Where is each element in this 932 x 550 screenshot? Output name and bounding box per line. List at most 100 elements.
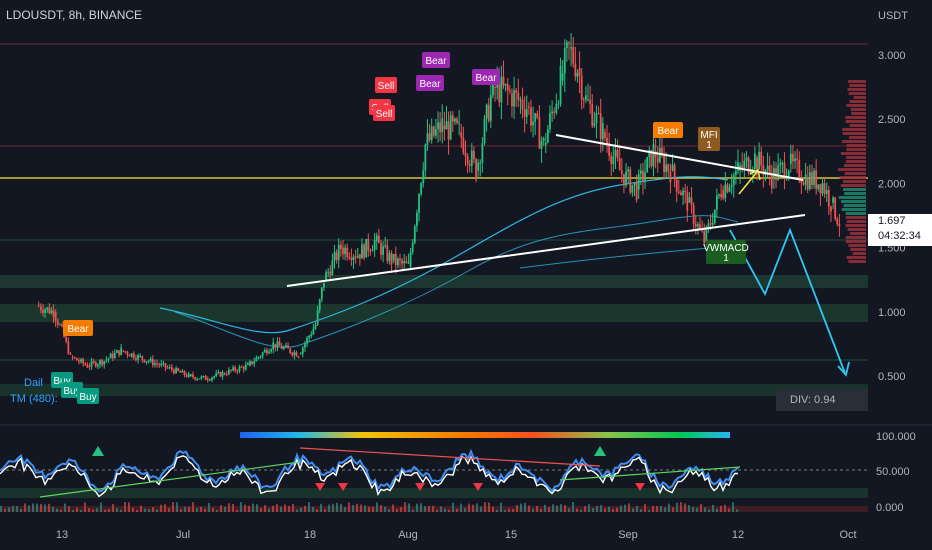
osc-volume-bar (320, 503, 322, 512)
candle-body (204, 376, 207, 381)
osc-buy-marker (92, 446, 104, 456)
candle-body (722, 189, 725, 199)
candle-body (781, 162, 784, 164)
osc-volume-bar (348, 502, 350, 512)
osc-volume-bar (552, 504, 554, 512)
osc-volume-bar (124, 502, 126, 512)
candle-body (407, 262, 410, 264)
osc-volume-bar (208, 502, 210, 512)
candle-body (485, 104, 488, 119)
candle-body (251, 361, 254, 364)
candle-body (730, 185, 733, 188)
candle-body (458, 122, 461, 124)
osc-volume-bar (704, 507, 706, 512)
candle-body (202, 376, 205, 378)
candle-body (225, 374, 228, 376)
volume-profile-bar (844, 172, 866, 175)
volume-profile-bar (850, 248, 866, 251)
osc-volume-bar (216, 509, 218, 512)
candle-body (680, 192, 682, 196)
candle-body (451, 115, 454, 122)
osc-volume-bar (544, 504, 546, 512)
candle-body (447, 121, 450, 140)
candle-body (470, 150, 473, 166)
osc-volume-bar (204, 508, 206, 512)
candle-body (154, 363, 156, 366)
osc-volume-bar (556, 505, 558, 512)
candle-body (94, 362, 97, 367)
candle-body (823, 183, 826, 194)
osc-volume-bar (128, 502, 130, 512)
candle-body (329, 271, 332, 276)
candle-body (705, 227, 708, 242)
candle-body (314, 324, 317, 329)
volume-profile-bar (846, 148, 866, 151)
candle-body (259, 356, 262, 358)
osc-volume-bar (468, 503, 470, 512)
osc-volume-bar (180, 508, 182, 512)
candle-body (363, 244, 365, 258)
osc-volume-bar (472, 504, 474, 512)
osc-volume-bar (400, 507, 402, 512)
osc-volume-bar (412, 509, 414, 512)
osc-volume-bar (528, 505, 530, 512)
osc-volume-bar (132, 507, 134, 512)
volume-profile-bar (848, 260, 866, 263)
candle-body (280, 345, 283, 349)
candle-body (557, 103, 560, 105)
candle-body (118, 350, 120, 355)
candle-body (346, 247, 349, 257)
osc-volume-bar (460, 503, 462, 512)
candle-body (762, 165, 765, 175)
osc-volume-bar (672, 507, 674, 512)
osc-volume-bar (512, 509, 514, 512)
candle-body (215, 373, 218, 377)
candle-body (162, 363, 165, 365)
candle-body (73, 357, 76, 359)
candle-body (75, 357, 78, 361)
osc-volume-bar (604, 508, 606, 512)
osc-sell-marker (338, 483, 348, 491)
candle-body (217, 372, 220, 374)
candle-body (546, 129, 549, 143)
candle-body (789, 153, 792, 165)
candle-body (559, 65, 562, 104)
candle-body (238, 366, 241, 372)
candle-body (409, 252, 412, 267)
candle-body (54, 311, 57, 321)
osc-volume-bar (356, 503, 358, 512)
candle-body (80, 359, 82, 362)
candle-body (67, 341, 70, 354)
candle-body (692, 205, 695, 225)
candle-body (534, 113, 537, 122)
candle-body (614, 149, 617, 157)
x-tick-label: Jul (176, 529, 190, 541)
candle-body (375, 235, 378, 242)
candle-body (821, 182, 824, 194)
signal-label-text: Bear (419, 79, 441, 90)
candle-body (71, 356, 74, 358)
candle-body (483, 118, 486, 144)
candle-body (690, 197, 693, 206)
candle-body (187, 373, 190, 377)
signal-label-box (77, 388, 99, 404)
candle-body (316, 310, 319, 325)
candle-body (711, 222, 714, 225)
osc-volume-bar (76, 507, 78, 512)
candle-body (189, 374, 192, 376)
osc-volume-bar (192, 502, 194, 512)
candle-body (709, 223, 712, 225)
osc-volume-bar (4, 508, 6, 512)
osc-volume-bar (436, 509, 438, 512)
candle-body (390, 253, 393, 265)
candle-body (418, 194, 420, 213)
candle-body (686, 191, 689, 212)
candle-body (285, 345, 287, 348)
candle-body (420, 183, 423, 195)
candle-body (597, 113, 600, 115)
price-zones (0, 43, 868, 396)
candle-body (382, 246, 384, 255)
candle-body (416, 212, 418, 227)
osc-volume-bar (304, 505, 306, 512)
